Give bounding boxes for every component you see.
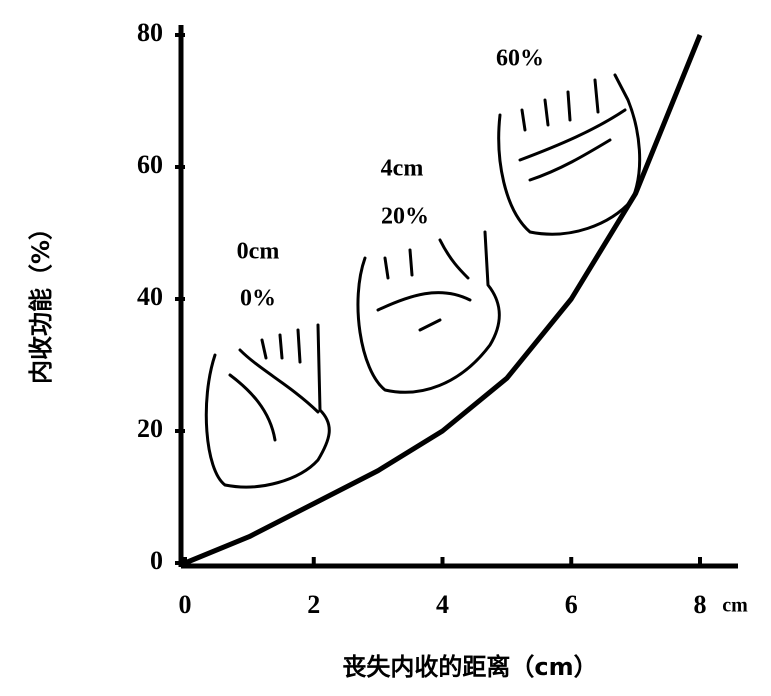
x-tick-label: 0	[179, 590, 192, 619]
y-tick-label: 0	[150, 546, 163, 575]
hand-sketches	[206, 75, 639, 487]
sketch-4cm	[358, 232, 499, 392]
y-tick-label: 20	[137, 414, 163, 443]
sketch-0cm	[206, 325, 329, 487]
y-tick-label: 80	[137, 18, 163, 47]
annotation: 20%	[381, 204, 429, 230]
chart: 丧失内收的距离（cm） 内收功能（%） cm 0 20 40 60 80 0 2 4 6 8 0cm…	[0, 0, 771, 696]
annotation: 4cm	[381, 156, 424, 182]
y-tick-label: 60	[137, 150, 163, 179]
annotation: 0%	[240, 286, 276, 312]
annotation: 60%	[496, 46, 544, 72]
x-tick-label: 6	[565, 590, 578, 619]
x-unit: cm	[722, 595, 748, 617]
annotation: 0cm	[237, 239, 280, 265]
sketch-60	[499, 75, 640, 234]
y-tick-label: 40	[137, 282, 163, 311]
x-tick-label: 4	[436, 590, 449, 619]
y-axis-label: 内收功能（%）	[27, 216, 55, 384]
x-tick-label: 8	[694, 590, 707, 619]
x-tick-label: 2	[307, 590, 320, 619]
x-axis-label: 丧失内收的距离（cm）	[342, 653, 597, 681]
